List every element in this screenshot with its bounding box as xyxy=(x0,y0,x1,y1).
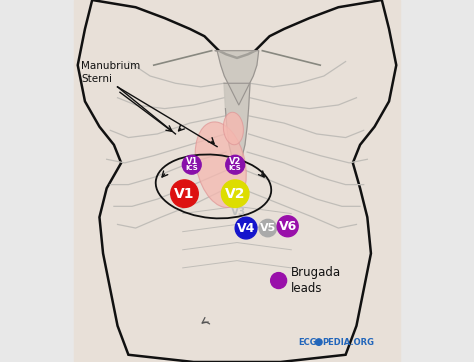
Circle shape xyxy=(316,339,322,345)
Text: V5: V5 xyxy=(260,223,276,233)
Text: V2: V2 xyxy=(229,157,241,166)
Circle shape xyxy=(271,273,287,289)
Text: ECG: ECG xyxy=(299,338,317,346)
Circle shape xyxy=(226,155,245,174)
Text: PEDIA.ORG: PEDIA.ORG xyxy=(322,338,374,346)
Ellipse shape xyxy=(223,112,243,145)
Ellipse shape xyxy=(195,122,246,207)
Text: Manubrium
Sterni: Manubrium Sterni xyxy=(82,61,141,84)
Circle shape xyxy=(235,217,257,239)
Circle shape xyxy=(221,180,249,207)
Circle shape xyxy=(171,180,198,207)
Circle shape xyxy=(259,219,276,237)
Circle shape xyxy=(277,216,298,237)
Text: V6: V6 xyxy=(279,220,297,233)
Text: ICS: ICS xyxy=(229,165,242,171)
Text: Brugada
leads: Brugada leads xyxy=(291,266,341,295)
Text: V1: V1 xyxy=(185,157,198,166)
Text: ICS: ICS xyxy=(185,165,198,171)
Text: V3: V3 xyxy=(231,207,246,217)
Text: V2: V2 xyxy=(225,187,246,201)
Circle shape xyxy=(182,155,201,174)
Text: V1: V1 xyxy=(174,187,195,201)
Polygon shape xyxy=(224,83,250,174)
Text: V4: V4 xyxy=(237,222,255,235)
Polygon shape xyxy=(78,0,396,362)
Polygon shape xyxy=(215,51,259,105)
